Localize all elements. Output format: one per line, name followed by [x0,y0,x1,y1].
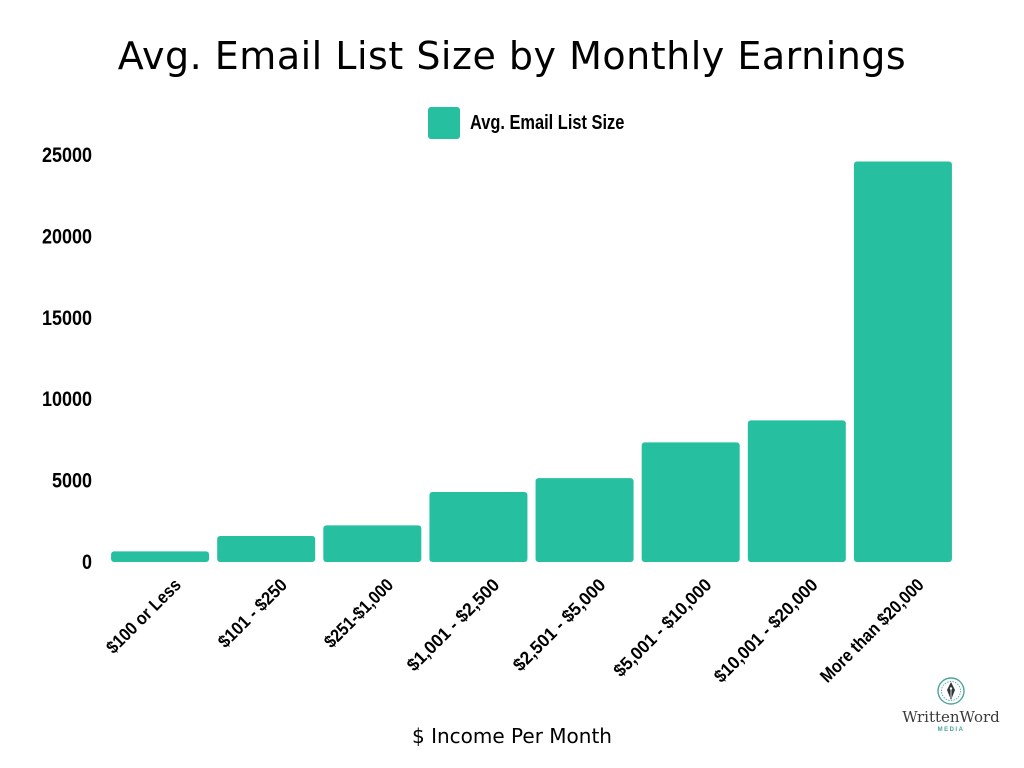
y-tick-label-0: 0 [82,551,92,574]
bar-4 [535,478,634,562]
x-tick-label-1: $101 - $250 [214,575,291,652]
bar-0 [111,551,210,562]
brand-name: WrittenWord [902,708,1000,726]
y-axis-ticks: 0 5000 10000 15000 20000 25000 [42,144,92,574]
x-tick-label-5: $5,001 - $10,000 [609,575,715,681]
bar-6 [747,420,846,562]
x-axis-label: $ Income Per Month [412,724,612,748]
y-tick-label-5: 25000 [42,144,92,167]
chart-title: Avg. Email List Size by Monthly Earnings [117,34,907,78]
y-tick-label-2: 10000 [42,388,92,411]
bar-2 [323,525,422,562]
x-tick-label-7: More than $20,000 [816,575,928,687]
y-tick-label-4: 20000 [42,225,92,248]
bar-1 [217,535,316,562]
bar-5 [641,442,740,562]
legend-swatch [428,107,460,139]
legend: Avg. Email List Size [428,107,658,139]
x-axis-ticks: $100 or Less $101 - $250 $251-$1,000$1,001… [102,575,928,687]
brand-logo: WrittenWord MEDIA [896,676,1006,733]
legend-label: Avg. Email List Size [470,111,625,134]
y-tick-label-1: 5000 [52,470,92,493]
x-tick-label-6: $10,001 - $20,000 [710,575,822,687]
x-tick-label-3: $1,001 - $2,500 [403,575,503,675]
x-tick-label-2: $251-$1,000 [320,575,397,652]
bars [111,161,952,562]
x-tick-label-0: $100 or Less [102,575,185,658]
bar-7 [853,161,952,562]
bar-3 [429,491,528,562]
y-tick-label-3: 15000 [42,307,92,330]
pen-nib-emblem-icon [937,677,965,705]
x-tick-label-4: $2,501 - $5,000 [509,575,609,675]
brand-subtitle: MEDIA [937,727,965,733]
